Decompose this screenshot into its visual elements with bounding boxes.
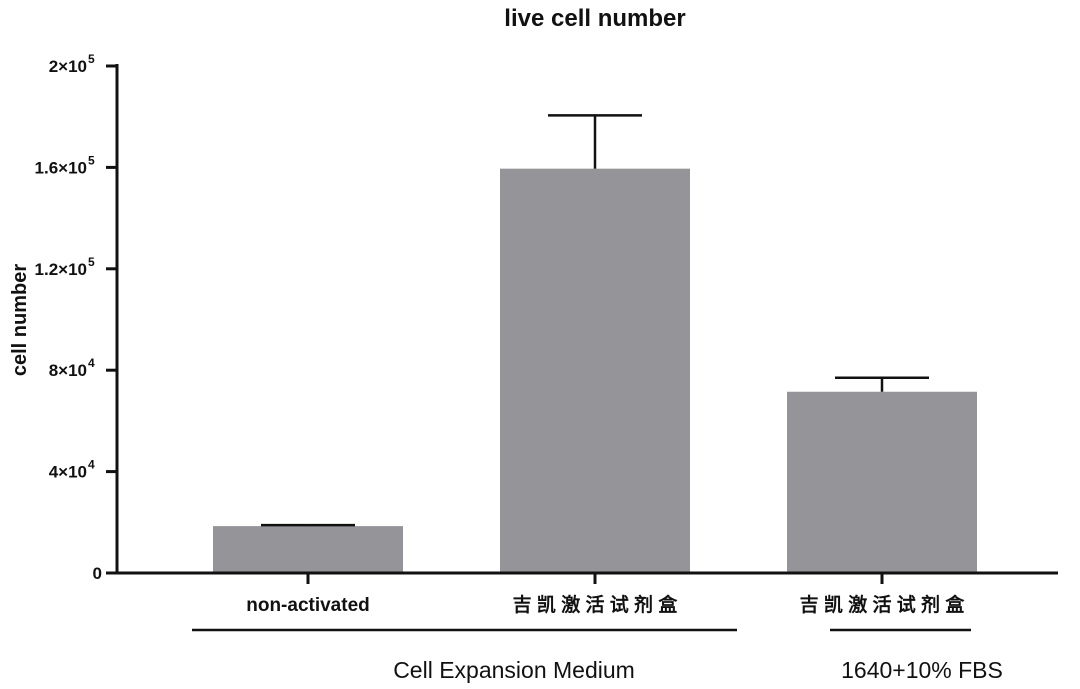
bar-1 xyxy=(500,168,690,574)
y-tick-exponent-1: 4 xyxy=(88,458,95,472)
y-tick-label-3: 1.2×10 xyxy=(35,260,87,279)
y-tick-exponent-5: 5 xyxy=(88,52,95,66)
y-tick-exponent-3: 5 xyxy=(88,255,95,269)
group-label-1: 1640+10% FBS xyxy=(841,657,1003,683)
axes-layer xyxy=(115,64,1058,584)
bar-0 xyxy=(213,526,403,573)
bar-2 xyxy=(787,391,977,573)
chart-title: live cell number xyxy=(504,5,685,32)
error-bars-layer xyxy=(261,114,929,527)
y-tick-exponent-4: 5 xyxy=(88,153,95,167)
bars-layer xyxy=(213,168,977,574)
y-tick-label-5: 2×10 xyxy=(49,57,87,76)
y-tick-exponent-2: 4 xyxy=(88,356,95,370)
y-tick-label-4: 1.6×10 xyxy=(35,158,87,177)
x-category-label-0: non-activated xyxy=(246,595,370,616)
y-tick-label-0: 0 xyxy=(93,564,102,583)
group-label-0: Cell Expansion Medium xyxy=(393,657,635,683)
x-category-label-2: 吉 凯 激 活 试 剂 盒 xyxy=(800,593,966,616)
x-category-label-1: 吉 凯 激 活 试 剂 盒 xyxy=(513,593,679,616)
y-axis-label: cell number xyxy=(9,264,31,376)
x-labels-layer: non-activated 吉 凯 激 活 试 剂 盒 吉 凯 激 活 试 剂 盒 xyxy=(246,593,965,616)
y-ticks-layer: 04×10 48×10 41.2×10 51.6×10 52×10 5 xyxy=(35,52,117,583)
y-tick-label-2: 8×10 xyxy=(49,361,87,380)
group-labels-layer: Cell Expansion Medium 1640+10% FBS xyxy=(192,628,1003,683)
y-tick-label-1: 4×10 xyxy=(49,463,87,482)
